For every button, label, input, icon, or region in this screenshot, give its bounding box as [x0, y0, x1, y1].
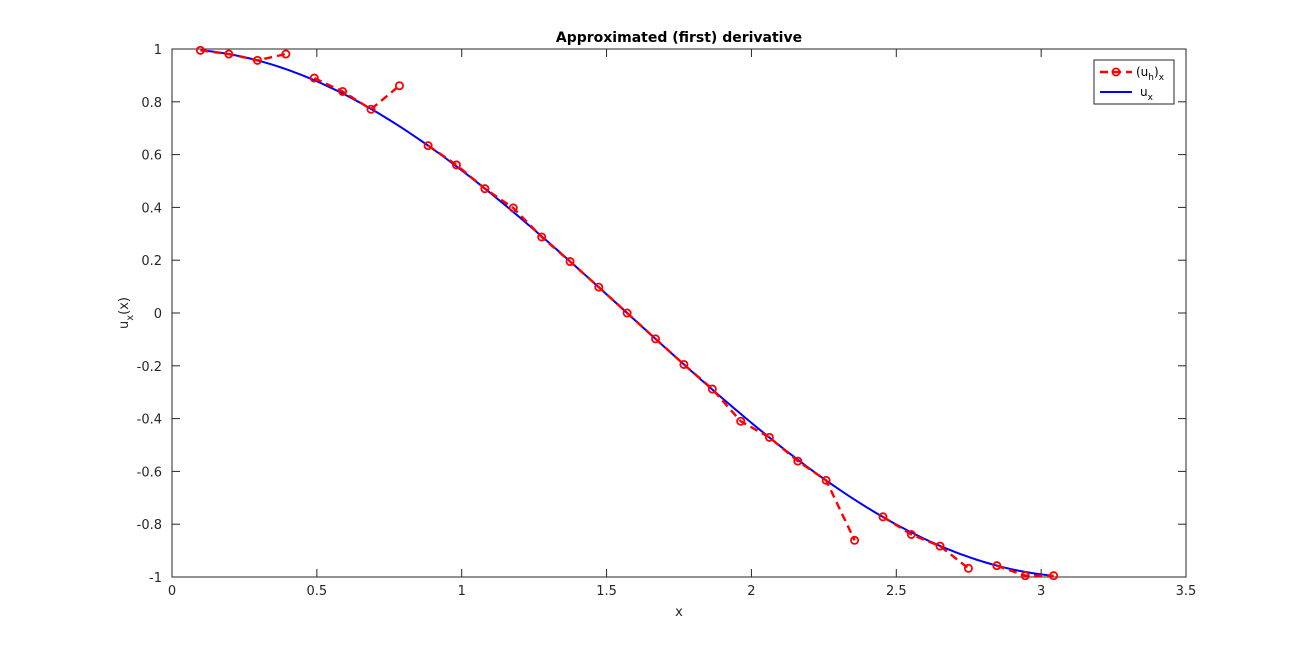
series-approx-point	[1020, 571, 1030, 581]
series-approx-point	[679, 359, 689, 369]
y-tick-label: -0.8	[137, 518, 162, 533]
series-approx-point	[338, 87, 348, 97]
series-approx-segment	[882, 515, 970, 570]
legend-approx-label: (uh)x	[1136, 65, 1165, 83]
series-approx-point	[935, 541, 945, 551]
legend-exact-label: ux	[1140, 85, 1154, 103]
series-approx-point	[821, 475, 831, 485]
legend-box	[1093, 59, 1175, 105]
x-tick-label: 3.5	[1176, 584, 1197, 599]
y-tick-label: 0.2	[141, 254, 162, 269]
series-approx-point	[878, 512, 888, 522]
series-approx-point	[992, 561, 1002, 571]
x-tick-label: 0.5	[307, 584, 328, 599]
series-approx-segment	[200, 49, 287, 62]
series-approx-point	[707, 384, 717, 394]
y-tick-label: -0.2	[137, 360, 162, 375]
x-tick-label: 1.5	[596, 584, 617, 599]
series	[195, 45, 1059, 581]
series-approx-point	[764, 432, 774, 442]
x-tick-label: 2.5	[886, 584, 907, 599]
series-approx-point	[423, 141, 433, 151]
x-tick-label: 2	[747, 584, 755, 599]
y-tick-label: 0.4	[141, 201, 162, 216]
series-approx-point	[508, 203, 518, 213]
series-approx-segment	[427, 144, 856, 541]
series-approx-point	[281, 49, 291, 59]
series-approx-point	[195, 45, 205, 55]
series-approx-point	[793, 456, 803, 466]
series-approx-point	[394, 81, 404, 91]
series-approx-point	[252, 55, 262, 65]
series-approx-point	[651, 334, 661, 344]
y-axis-label: ux(x)	[117, 297, 136, 329]
series-approx-point	[963, 563, 973, 573]
ticks: 0 0.5 1 1.5 2 2.5 3 3.5 -1 -0.8 -0.6 -0.4 -0.2 0 0.2 0.…	[137, 43, 1197, 599]
series-approx-point	[906, 529, 916, 539]
y-tick-label: -1	[149, 571, 162, 586]
series-approx-point	[451, 160, 461, 170]
series-approx-point	[565, 257, 575, 267]
x-tick-label: 3	[1037, 584, 1045, 599]
legend-approx-marker	[1111, 67, 1121, 77]
legend[interactable]: (uh)x ux	[1093, 59, 1175, 105]
y-tick-label: 0	[154, 307, 162, 322]
series-approx-point	[1049, 571, 1059, 581]
y-tick-label: -0.6	[137, 465, 162, 480]
x-tick-label: 1	[458, 584, 466, 599]
series-approx-point	[480, 184, 490, 194]
series-approx-point	[366, 104, 376, 114]
x-tick-label: 0	[168, 584, 176, 599]
y-tick-label: -0.4	[137, 413, 162, 428]
series-approx-point	[224, 49, 234, 59]
series-approx-point	[736, 416, 746, 426]
series-approx-point	[594, 282, 604, 292]
series-approx-point	[309, 73, 319, 83]
series-approx-point	[537, 232, 547, 242]
series-approx-point	[622, 308, 632, 318]
y-tick-label: 0.6	[141, 149, 162, 164]
x-axis-label: x	[675, 605, 683, 620]
series-approx-segment	[313, 76, 401, 111]
y-tick-label: 1	[154, 43, 162, 58]
chart-title: Approximated (first) derivative	[556, 30, 802, 46]
series-approx-segment	[996, 564, 1054, 577]
series-approx-point	[850, 535, 860, 545]
y-tick-label: 0.8	[141, 96, 162, 111]
